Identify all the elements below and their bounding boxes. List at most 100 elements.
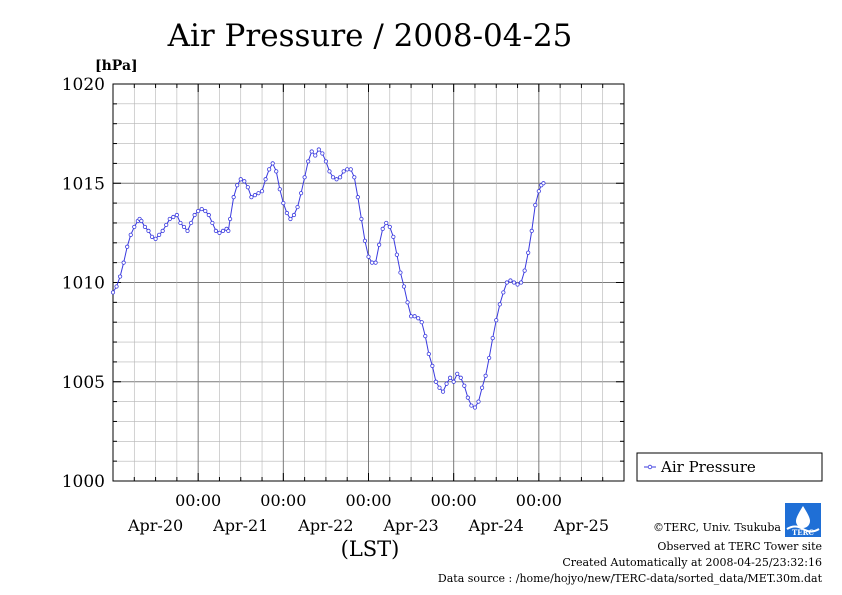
data-point: [309, 149, 314, 154]
data-point: [327, 169, 332, 174]
data-point: [199, 206, 204, 212]
data-point: [518, 280, 524, 285]
data-point: [181, 224, 187, 230]
data-point: [110, 290, 116, 295]
data-point: [341, 169, 346, 174]
data-point: [316, 147, 321, 152]
x-axis-label: (LST): [341, 537, 400, 561]
data-point: [217, 230, 222, 235]
data-point: [487, 355, 492, 361]
data-point: [128, 232, 133, 237]
data-point: [306, 159, 311, 164]
data-point: [139, 218, 144, 224]
data-point: [430, 363, 435, 368]
data-point: [462, 383, 467, 388]
data-point: [235, 183, 240, 188]
data-point: [401, 284, 407, 289]
data-point: [472, 405, 478, 410]
data-point: [281, 201, 286, 206]
legend-label: Air Pressure: [660, 458, 756, 476]
data-point: [174, 212, 179, 218]
data-point: [515, 282, 520, 287]
data-point: [479, 385, 485, 390]
data-point: [412, 314, 417, 319]
data-point: [302, 175, 307, 180]
data-point: [338, 175, 343, 180]
data-point: [238, 177, 243, 182]
data-point: [226, 228, 231, 233]
created-text: Created Automatically at 2008-04-25/23:3…: [562, 556, 822, 569]
y-tick-label: 1000: [62, 472, 105, 492]
data-point: [408, 314, 414, 319]
data-point: [405, 300, 410, 305]
data-point: [252, 193, 258, 198]
data-point: [249, 195, 254, 200]
data-point: [259, 189, 265, 194]
data-point: [476, 399, 481, 404]
data-point: [298, 191, 304, 196]
day-tick-label: Apr-25: [553, 516, 609, 535]
data-point: [355, 195, 360, 200]
y-tick-label: 1005: [62, 373, 105, 393]
time-tick-label: 00:00: [516, 491, 562, 510]
axis-ticks: [113, 83, 624, 482]
data-point: [529, 228, 534, 233]
data-point: [536, 189, 541, 194]
data-point: [149, 234, 155, 239]
data-point: [277, 187, 282, 192]
data-point: [352, 175, 357, 180]
data-point: [167, 216, 172, 222]
data-point: [196, 208, 201, 214]
data-point: [171, 214, 176, 220]
data-point: [157, 232, 162, 237]
time-tick-label: 00:00: [260, 491, 306, 510]
data-point: [228, 216, 233, 222]
legend: Air Pressure: [636, 452, 823, 482]
data-point: [448, 375, 453, 380]
data-point: [541, 181, 546, 186]
data-point: [291, 212, 297, 218]
data-point: [231, 195, 236, 200]
data-point: [323, 159, 329, 164]
data-point: [263, 177, 268, 182]
y-tick-labels: 1000 1005 1010 1015 1020: [62, 75, 105, 492]
logo-text: TERC: [792, 528, 814, 537]
data-point: [146, 228, 151, 233]
data-point: [284, 210, 289, 216]
data-point: [213, 228, 219, 233]
data-point: [377, 242, 382, 247]
series-line: [112, 148, 544, 409]
data-point: [522, 268, 527, 273]
data-point: [185, 228, 190, 233]
data-point: [206, 212, 211, 218]
data-point: [192, 212, 197, 218]
data-point: [295, 204, 300, 210]
y-tick-label: 1010: [62, 274, 105, 294]
day-tick-label: Apr-23: [382, 516, 438, 535]
data-point: [160, 228, 165, 233]
data-point: [416, 316, 421, 321]
data-point: [504, 280, 509, 285]
data-point: [508, 278, 513, 283]
x-tick-labels: 00:00 00:00 00:00 00:00 00:00 Apr-20 Apr-21 Apr…: [127, 491, 609, 535]
data-point: [256, 191, 261, 196]
data-point: [423, 333, 428, 339]
data-point: [114, 284, 119, 289]
data-point: [458, 375, 463, 380]
data-point: [501, 290, 506, 295]
y-tick-label: 1015: [62, 174, 105, 194]
water-drop-icon: [796, 506, 810, 528]
data-source-text: Data source : /home/hojyo/new/TERC-data/…: [438, 572, 823, 585]
data-point: [419, 320, 424, 325]
data-point: [362, 238, 368, 243]
data-point: [373, 260, 378, 265]
data-point: [369, 260, 375, 265]
data-point: [455, 371, 460, 376]
data-point: [178, 220, 183, 226]
data-point: [440, 389, 446, 394]
chart-title: Air Pressure / 2008-04-25: [167, 18, 573, 54]
data-point: [267, 167, 272, 172]
data-point: [469, 403, 474, 408]
data-point: [398, 270, 403, 275]
data-point: [153, 236, 158, 241]
